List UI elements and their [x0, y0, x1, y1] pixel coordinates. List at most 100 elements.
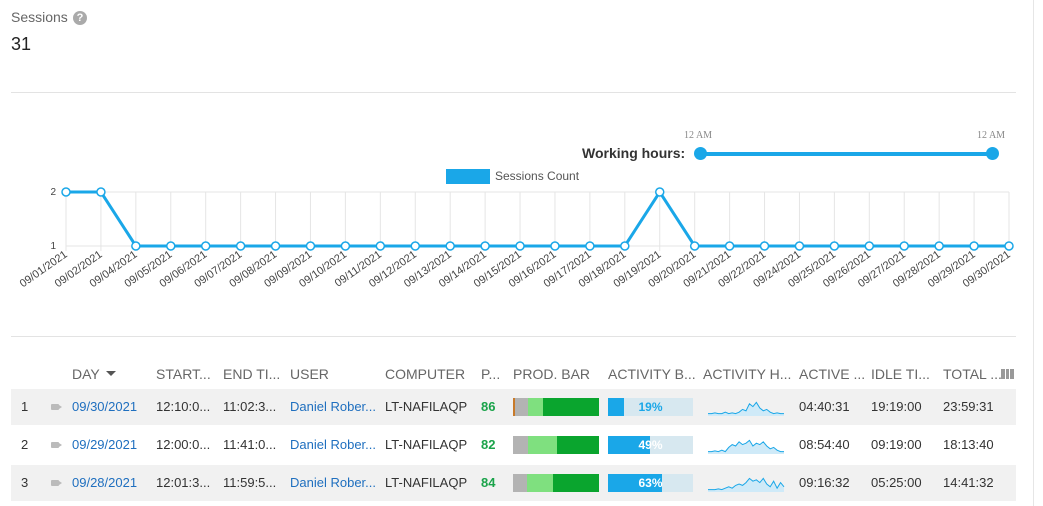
- start-time: 12:10:0...: [156, 399, 211, 414]
- y-tick-label: 2: [50, 187, 56, 198]
- end-time: 11:02:3...: [223, 399, 277, 414]
- col-header-end[interactable]: END TI...: [223, 366, 281, 382]
- table-row[interactable]: 2 09/29/2021 12:00:0... 11:41:0... Daniel Ro…: [11, 427, 1016, 463]
- user-link[interactable]: Daniel Rober...: [290, 437, 376, 452]
- end-time: 11:41:0...: [223, 437, 277, 452]
- activity-bar: 63%: [608, 474, 693, 492]
- activity-bar-fill: [608, 436, 650, 454]
- data-point: [899, 241, 909, 251]
- data-point: [96, 187, 106, 197]
- user-link[interactable]: Daniel Rober...: [290, 475, 376, 490]
- computer-name: LT-NAFILAQP: [385, 475, 468, 490]
- working-hours-slider-track[interactable]: [700, 152, 992, 156]
- productivity-bar-segment: [528, 436, 557, 454]
- sessions-count-value: 31: [11, 34, 32, 54]
- video-camera-icon[interactable]: [51, 442, 62, 448]
- data-point: [550, 241, 560, 251]
- activity-bar-label: 49%: [638, 438, 663, 452]
- working-hours-start-handle[interactable]: [694, 147, 707, 160]
- productivity-bar-segment: [513, 436, 529, 454]
- data-point: [410, 241, 421, 251]
- activity-bar-label: 63%: [638, 476, 663, 490]
- help-icon[interactable]: ?: [73, 11, 87, 25]
- data-point: [620, 241, 630, 251]
- activity-history-sparkline: [708, 439, 784, 454]
- sparkline-area: [708, 478, 784, 492]
- idle-time: 09:19:00: [871, 437, 922, 452]
- row-number: 3: [21, 475, 29, 490]
- activity-bar-fill: [608, 398, 625, 416]
- working-hours-end-handle[interactable]: [986, 147, 999, 160]
- data-point: [235, 241, 246, 251]
- table-row[interactable]: 1 09/30/2021 12:10:0... 11:02:3... Daniel Ro…: [11, 389, 1016, 425]
- active-time: 08:54:40: [799, 437, 850, 452]
- divider: [11, 336, 1016, 337]
- end-time: 11:59:5...: [223, 475, 277, 490]
- col-header-user[interactable]: USER: [290, 366, 329, 382]
- data-point: [61, 187, 71, 197]
- legend-swatch[interactable]: [446, 169, 490, 184]
- legend-label[interactable]: Sessions Count: [495, 169, 580, 183]
- video-camera-icon[interactable]: [51, 404, 62, 410]
- data-point: [864, 241, 875, 251]
- data-point: [794, 241, 805, 251]
- activity-bar: 49%: [608, 436, 693, 454]
- data-point: [724, 241, 735, 251]
- day-link[interactable]: 09/29/2021: [72, 437, 138, 452]
- col-header-start[interactable]: START...: [156, 366, 211, 382]
- columns-icon[interactable]: [1001, 369, 1015, 379]
- table-row[interactable]: 3 09/28/2021 12:01:3... 11:59:5... Daniel Ro…: [11, 465, 1016, 501]
- panel-right-border: [1033, 0, 1034, 506]
- video-camera-icon[interactable]: [51, 480, 62, 486]
- data-point: [445, 241, 455, 251]
- data-point: [515, 241, 525, 251]
- col-header-activity-history[interactable]: ACTIVITY H...: [703, 366, 792, 382]
- total-time: 18:13:40: [943, 437, 994, 452]
- total-time: 23:59:31: [943, 399, 994, 414]
- activity-bar-label: 19%: [638, 400, 663, 414]
- col-header-activity-bar[interactable]: ACTIVITY B...: [608, 366, 696, 382]
- data-point: [759, 241, 770, 251]
- day-link[interactable]: 09/30/2021: [72, 399, 138, 414]
- data-point: [340, 241, 351, 251]
- productivity-bar-segment: [553, 474, 599, 492]
- working-hours-start-label: 12 AM: [684, 130, 713, 141]
- divider: [11, 92, 1016, 93]
- total-time: 14:41:32: [943, 475, 994, 490]
- data-point: [934, 241, 944, 251]
- sparkline-area: [708, 440, 784, 454]
- working-hours-end-label: 12 AM: [977, 130, 1006, 141]
- col-header-active[interactable]: ACTIVE ...: [799, 366, 866, 382]
- col-header-computer[interactable]: COMPUTER: [385, 366, 466, 382]
- user-link[interactable]: Daniel Rober...: [290, 399, 376, 414]
- sparkline-line: [708, 439, 784, 453]
- activity-history-sparkline: [708, 401, 784, 416]
- idle-time: 19:19:00: [871, 399, 922, 414]
- active-time: 04:40:31: [799, 399, 850, 414]
- activity-bar-fill: [608, 474, 662, 492]
- col-header-idle[interactable]: IDLE TI...: [871, 366, 930, 382]
- day-link[interactable]: 09/28/2021: [72, 475, 138, 490]
- col-header-day[interactable]: DAY: [72, 366, 100, 382]
- col-header-productivity[interactable]: P...: [481, 366, 501, 382]
- productivity-bar-segment: [526, 474, 554, 492]
- computer-name: LT-NAFILAQP: [385, 399, 468, 414]
- data-point: [270, 241, 281, 251]
- data-point: [689, 241, 700, 251]
- data-point: [480, 241, 490, 251]
- working-hours-label: Working hours:: [582, 145, 686, 161]
- productivity-bar-segment: [514, 398, 528, 416]
- productivity-bar-segment: [513, 398, 515, 416]
- col-header-prod-bar[interactable]: PROD. BAR: [513, 366, 591, 382]
- productivity-value: 82: [481, 437, 496, 452]
- start-time: 12:01:3...: [156, 475, 211, 490]
- col-header-total[interactable]: TOTAL ...: [943, 366, 1002, 382]
- sessions-line-chart: 09/01/202109/02/202109/04/202109/05/2021…: [18, 187, 1014, 290]
- productivity-bar: [513, 398, 599, 416]
- idle-time: 05:25:00: [871, 475, 922, 490]
- sparkline-area: [708, 402, 784, 416]
- sort-desc-icon[interactable]: [106, 371, 116, 376]
- sessions-title: Sessions: [11, 9, 68, 25]
- sparkline-line: [708, 401, 784, 415]
- productivity-bar-segment: [527, 398, 544, 416]
